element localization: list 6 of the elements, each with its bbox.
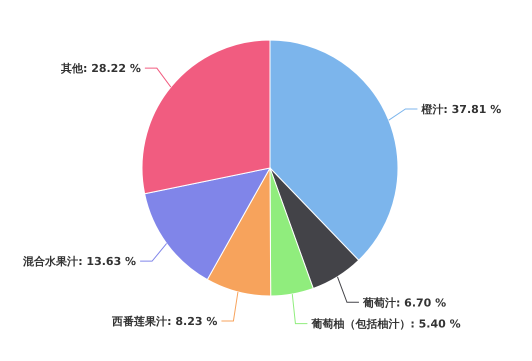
slice-label: 橙汁: 37.81 % xyxy=(420,102,502,116)
slice-label: 葡萄汁: 6.70 % xyxy=(362,296,446,310)
slice-label: 混合水果汁: 13.63 % xyxy=(22,255,136,268)
slice-label: 西番莲果汁: 8.23 % xyxy=(111,314,218,328)
slice-label: 其他: 28.22 % xyxy=(60,62,141,76)
slice-label: 葡萄柚（包括柚汁）: 5.40 % xyxy=(310,318,461,331)
